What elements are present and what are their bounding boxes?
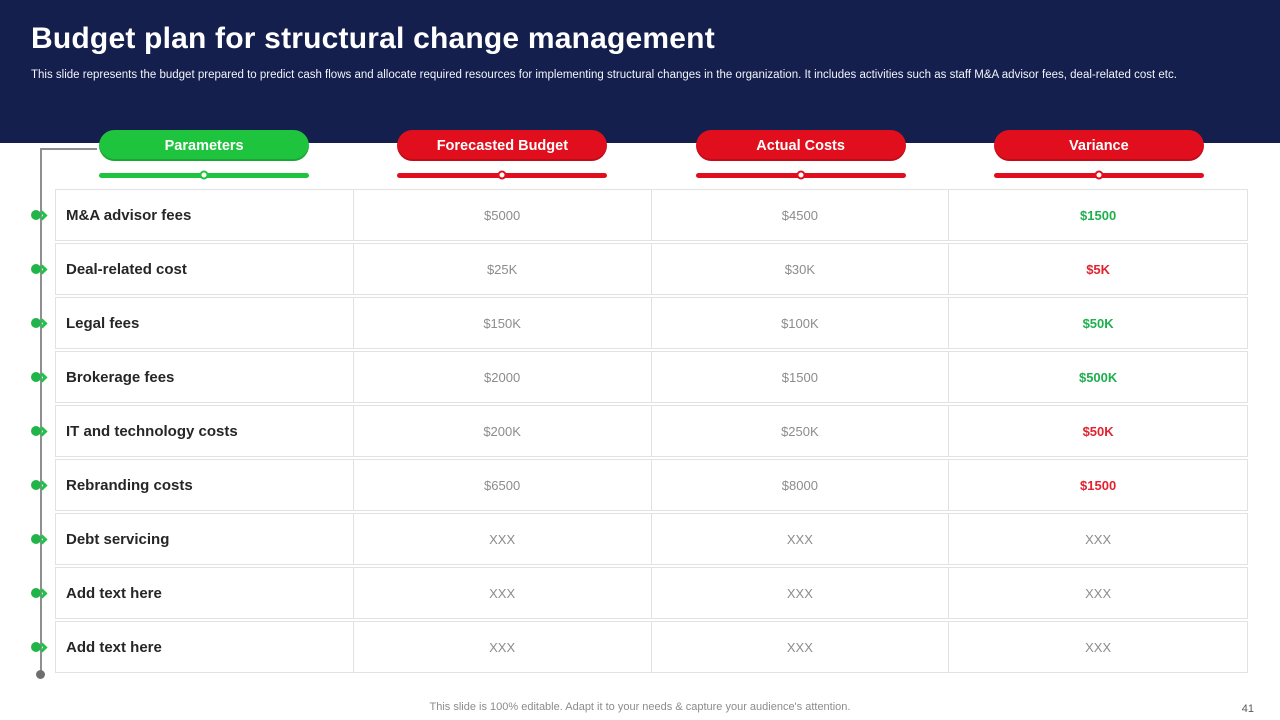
- forecasted-value: $150K: [354, 298, 652, 348]
- table-row: Brokerage fees $2000 $1500 $500K: [31, 351, 1248, 403]
- variance-value: $50K: [1082, 315, 1114, 331]
- bullet-dot-icon: [31, 372, 41, 382]
- slider-knob-icon: [497, 170, 507, 180]
- slider-line-parameters: [99, 170, 310, 180]
- parameter-label: IT and technology costs: [56, 406, 354, 456]
- actual-value: $8000: [652, 460, 950, 510]
- connector-vertical-line: [40, 148, 42, 675]
- actual-value: XXX: [652, 622, 950, 672]
- bullet-arrow-icon: [29, 262, 55, 276]
- page-subtitle: This slide represents the budget prepare…: [31, 69, 1177, 81]
- slider-knob-icon: [1094, 170, 1104, 180]
- bullet-arrow-icon: [29, 316, 55, 330]
- bullet-dot-icon: [31, 534, 41, 544]
- variance-value: $50K: [1082, 423, 1114, 439]
- bullet-arrow-icon: [29, 586, 55, 600]
- page-title: Budget plan for structural change manage…: [31, 22, 715, 55]
- forecasted-value: $5000: [354, 190, 652, 240]
- actual-value: $100K: [652, 298, 950, 348]
- column-header-row: Parameters Forecasted Budget Actual Cost…: [55, 130, 1248, 180]
- bullet-arrow-icon: [29, 478, 55, 492]
- variance-value: $1500: [1080, 207, 1117, 223]
- parameter-label: Deal-related cost: [56, 244, 354, 294]
- bullet-dot-icon: [31, 426, 41, 436]
- parameter-label: Debt servicing: [56, 514, 354, 564]
- slider-line-actual-costs: [695, 170, 906, 180]
- slider-knob-icon: [796, 170, 806, 180]
- actual-value: $250K: [652, 406, 950, 456]
- page-number: 41: [1241, 703, 1254, 715]
- bullet-arrow-icon: [29, 532, 55, 546]
- table-row: Add text here XXX XXX XXX: [31, 567, 1248, 619]
- forecasted-value: $200K: [354, 406, 652, 456]
- connector-horizontal-line: [40, 148, 97, 150]
- column-header-variance: Variance: [950, 130, 1248, 180]
- pill-parameters: Parameters: [99, 130, 310, 161]
- actual-value: XXX: [652, 514, 950, 564]
- bullet-dot-icon: [31, 264, 41, 274]
- table-row: IT and technology costs $200K $250K $50K: [31, 405, 1248, 457]
- variance-value: XXX: [1085, 585, 1112, 601]
- slider-line-forecasted-budget: [397, 170, 608, 180]
- variance-value: $1500: [1080, 477, 1117, 493]
- table-row: Debt servicing XXX XXX XXX: [31, 513, 1248, 565]
- budget-table: M&A advisor fees $5000 $4500 $1500 Deal-…: [31, 189, 1248, 675]
- variance-value: $500K: [1078, 369, 1118, 385]
- parameter-label: Rebranding costs: [56, 460, 354, 510]
- parameter-label: Legal fees: [56, 298, 354, 348]
- slider-knob-icon: [199, 170, 209, 180]
- table-row: Rebranding costs $6500 $8000 $1500: [31, 459, 1248, 511]
- variance-value: $5K: [1086, 261, 1111, 277]
- forecasted-value: XXX: [354, 514, 652, 564]
- column-header-actual-costs: Actual Costs: [652, 130, 950, 180]
- bullet-arrow-icon: [29, 370, 55, 384]
- variance-value: XXX: [1085, 639, 1112, 655]
- header-band: Budget plan for structural change manage…: [0, 0, 1280, 143]
- slider-line-variance: [993, 170, 1204, 180]
- column-header-parameters: Parameters: [55, 130, 353, 180]
- forecasted-value: XXX: [354, 622, 652, 672]
- bullet-arrow-icon: [29, 208, 55, 222]
- bullet-dot-icon: [31, 642, 41, 652]
- bullet-dot-icon: [31, 480, 41, 490]
- bullet-dot-icon: [31, 210, 41, 220]
- table-row: Legal fees $150K $100K $50K: [31, 297, 1248, 349]
- variance-value: XXX: [1085, 531, 1112, 547]
- bullet-dot-icon: [31, 318, 41, 328]
- parameter-label: Brokerage fees: [56, 352, 354, 402]
- forecasted-value: $6500: [354, 460, 652, 510]
- forecasted-value: $2000: [354, 352, 652, 402]
- actual-value: XXX: [652, 568, 950, 618]
- parameter-label: Add text here: [56, 622, 354, 672]
- actual-value: $1500: [652, 352, 950, 402]
- forecasted-value: XXX: [354, 568, 652, 618]
- table-row: Deal-related cost $25K $30K $5K: [31, 243, 1248, 295]
- parameter-label: Add text here: [56, 568, 354, 618]
- column-header-forecasted-budget: Forecasted Budget: [353, 130, 651, 180]
- pill-actual-costs: Actual Costs: [695, 130, 906, 161]
- forecasted-value: $25K: [354, 244, 652, 294]
- actual-value: $4500: [652, 190, 950, 240]
- bullet-dot-icon: [31, 588, 41, 598]
- parameter-label: M&A advisor fees: [56, 190, 354, 240]
- footer-note: This slide is 100% editable. Adapt it to…: [429, 701, 851, 713]
- bullet-arrow-icon: [29, 640, 55, 654]
- actual-value: $30K: [652, 244, 950, 294]
- pill-variance: Variance: [993, 130, 1204, 161]
- connector-end-dot: [36, 670, 45, 679]
- table-row: Add text here XXX XXX XXX: [31, 621, 1248, 673]
- bullet-arrow-icon: [29, 424, 55, 438]
- pill-forecasted-budget: Forecasted Budget: [397, 130, 608, 161]
- table-row: M&A advisor fees $5000 $4500 $1500: [31, 189, 1248, 241]
